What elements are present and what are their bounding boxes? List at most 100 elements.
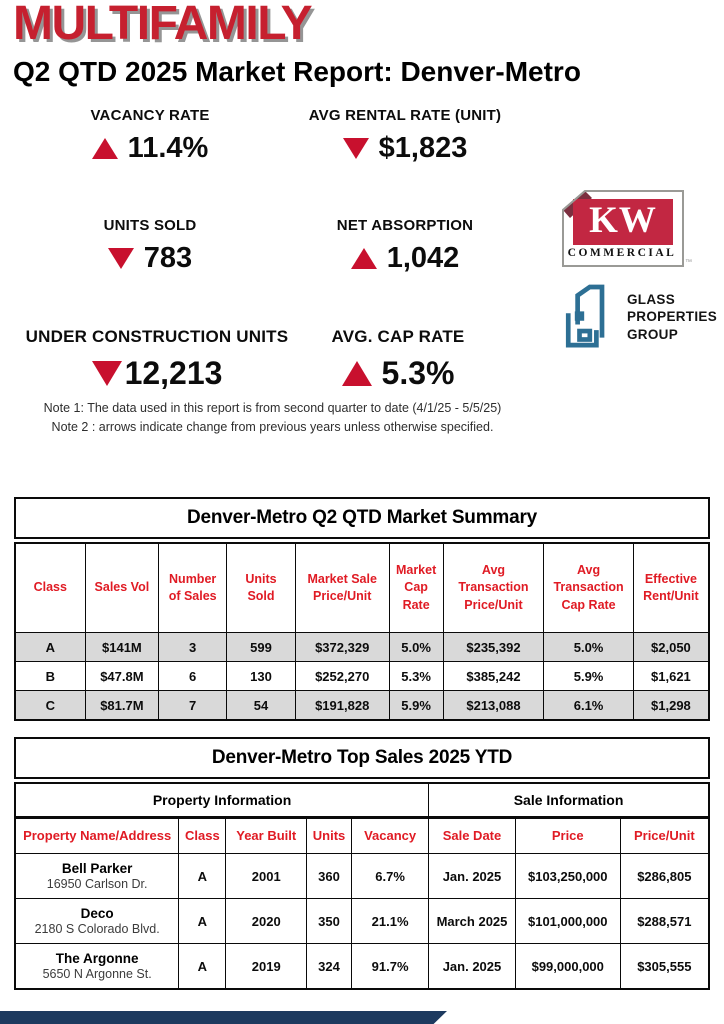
down-arrow-icon bbox=[91, 361, 122, 386]
kw-plaque-icon bbox=[562, 190, 684, 267]
cell: 5.3% bbox=[388, 661, 444, 691]
cell: $103,250,000 bbox=[514, 853, 621, 899]
cell: 6 bbox=[158, 661, 228, 691]
col-header-market-sale-price: Market Sale Price/Unit bbox=[294, 542, 390, 633]
cell: 2020 bbox=[225, 898, 307, 944]
col-header-market-cap-rate: Market Cap Rate bbox=[388, 542, 444, 633]
cell: $385,242 bbox=[442, 661, 545, 691]
property-name: Deco bbox=[80, 906, 114, 921]
up-arrow-icon bbox=[341, 361, 372, 386]
stat-value: $1,823 bbox=[378, 132, 468, 164]
col-header-avg-transaction-cap: Avg Transaction Cap Rate bbox=[543, 542, 634, 633]
cell: $1,298 bbox=[632, 690, 710, 721]
col-header-sales-vol: Sales Vol bbox=[84, 542, 160, 633]
glass-line-1: GLASS bbox=[627, 291, 676, 307]
cell: 54 bbox=[226, 690, 296, 721]
group-header-row: Property Information Sale Information bbox=[14, 782, 710, 819]
cell: $47.8M bbox=[84, 661, 160, 691]
cell: 5.0% bbox=[543, 632, 634, 662]
stat-under-construction: UNDER CONSTRUCTION UNITS 12,213 bbox=[0, 327, 314, 392]
cell: $191,828 bbox=[294, 690, 390, 721]
stat-label: UNITS SOLD bbox=[103, 217, 197, 234]
stat-avg-cap-rate: AVG. CAP RATE 5.3% bbox=[248, 327, 548, 392]
cell: 3 bbox=[158, 632, 228, 662]
cell: $101,000,000 bbox=[514, 898, 621, 944]
cell: B bbox=[14, 661, 86, 691]
glass-line-2: PROPERTIES bbox=[627, 309, 718, 325]
table-row-class-b: B $47.8M 6 130 $252,270 5.3% $385,242 5.… bbox=[14, 661, 710, 691]
table-row-deco: Deco 2180 S Colorado Blvd. A 2020 350 21… bbox=[14, 898, 710, 944]
cell: A bbox=[178, 898, 227, 944]
table-row-the-argonne: The Argonne 5650 N Argonne St. A 2019 32… bbox=[14, 943, 710, 990]
stat-value: 11.4% bbox=[127, 132, 209, 164]
table-row-class-a: A $141M 3 599 $372,329 5.0% $235,392 5.0… bbox=[14, 632, 710, 662]
kw-commercial-word: COMMERCIAL bbox=[567, 247, 677, 259]
stat-value: 783 bbox=[143, 242, 193, 274]
up-arrow-icon bbox=[91, 138, 118, 159]
cell: 2019 bbox=[225, 943, 307, 990]
cell: $213,088 bbox=[442, 690, 545, 721]
cell: Jan. 2025 bbox=[428, 853, 516, 899]
cell: $1,621 bbox=[632, 661, 710, 691]
cell: $372,329 bbox=[294, 632, 390, 662]
col-header-property-name: Property Name/Address bbox=[14, 817, 180, 854]
col-header-number-of-sales: Number of Sales bbox=[158, 542, 228, 633]
col-header-class: Class bbox=[178, 817, 227, 854]
cell: $286,805 bbox=[619, 853, 710, 899]
stat-label: VACANCY RATE bbox=[90, 107, 210, 124]
cell: A bbox=[178, 853, 227, 899]
stat-value: 12,213 bbox=[124, 355, 223, 391]
stat-vacancy-rate: VACANCY RATE 11.4% bbox=[0, 107, 300, 165]
col-header-vacancy: Vacancy bbox=[351, 817, 430, 854]
cell: $141M bbox=[84, 632, 160, 662]
table-row-bell-parker: Bell Parker 16950 Carlson Dr. A 2001 360… bbox=[14, 853, 710, 899]
col-header-avg-transaction-price: Avg Transaction Price/Unit bbox=[442, 542, 545, 633]
cell: 2001 bbox=[225, 853, 307, 899]
col-header-year-built: Year Built bbox=[225, 817, 307, 854]
note-1: Note 1: The data used in this report is … bbox=[43, 401, 502, 415]
cell: Jan. 2025 bbox=[428, 943, 516, 990]
summary-header-row: Class Sales Vol Number of Sales Units So… bbox=[14, 542, 710, 633]
report-subtitle: Q2 QTD 2025 Market Report: Denver-Metro bbox=[13, 56, 581, 87]
down-arrow-icon bbox=[342, 138, 369, 159]
top-sales-section: Denver-Metro Top Sales 2025 YTD Property… bbox=[14, 737, 710, 990]
stat-label: UNDER CONSTRUCTION UNITS bbox=[25, 327, 289, 346]
market-summary-title: Denver-Metro Q2 QTD Market Summary bbox=[14, 497, 710, 539]
table-row-class-c: C $81.7M 7 54 $191,828 5.9% $213,088 6.1… bbox=[14, 690, 710, 721]
down-arrow-icon bbox=[107, 248, 134, 269]
property-address: 2180 S Colorado Blvd. bbox=[34, 922, 160, 936]
kw-commercial-logo: KW COMMERCIAL ™ bbox=[562, 190, 692, 268]
stat-value: 1,042 bbox=[386, 242, 460, 274]
up-arrow-icon bbox=[350, 248, 377, 269]
cell: March 2025 bbox=[428, 898, 516, 944]
property-address: 5650 N Argonne St. bbox=[42, 967, 152, 981]
cell-property: Deco 2180 S Colorado Blvd. bbox=[14, 898, 180, 944]
top-sales-table: Property Information Sale Information Pr… bbox=[14, 782, 710, 990]
stat-label: AVG RENTAL RATE (UNIT) bbox=[308, 107, 502, 124]
cell-property: The Argonne 5650 N Argonne St. bbox=[14, 943, 180, 990]
glass-line-3: GROUP bbox=[627, 326, 679, 342]
cell: $235,392 bbox=[442, 632, 545, 662]
property-address: 16950 Carlson Dr. bbox=[46, 877, 148, 891]
footer-accent-bar bbox=[0, 1011, 447, 1024]
kw-letters: KW bbox=[589, 199, 657, 241]
group-header-property: Property Information bbox=[14, 782, 430, 819]
market-summary-table: Class Sales Vol Number of Sales Units So… bbox=[14, 542, 710, 721]
stat-label: AVG. CAP RATE bbox=[331, 327, 465, 346]
cell: 360 bbox=[305, 853, 353, 899]
top-sales-title: Denver-Metro Top Sales 2025 YTD bbox=[14, 737, 710, 779]
col-header-price-unit: Price/Unit bbox=[619, 817, 710, 854]
glass-buildings-icon bbox=[565, 284, 605, 348]
cell: 6.1% bbox=[543, 690, 634, 721]
cell: 5.0% bbox=[388, 632, 444, 662]
cell: A bbox=[14, 632, 86, 662]
cell: $288,571 bbox=[619, 898, 710, 944]
glass-properties-logo: GLASS PROPERTIES GROUP bbox=[557, 282, 717, 352]
market-summary-section: Denver-Metro Q2 QTD Market Summary Class… bbox=[14, 497, 710, 721]
report-title: MULTIFAMILY bbox=[13, 0, 313, 50]
cell: 21.1% bbox=[351, 898, 430, 944]
stat-avg-rental-rate: AVG RENTAL RATE (UNIT) $1,823 bbox=[255, 107, 555, 165]
cell: $99,000,000 bbox=[514, 943, 621, 990]
cell: 5.9% bbox=[543, 661, 634, 691]
